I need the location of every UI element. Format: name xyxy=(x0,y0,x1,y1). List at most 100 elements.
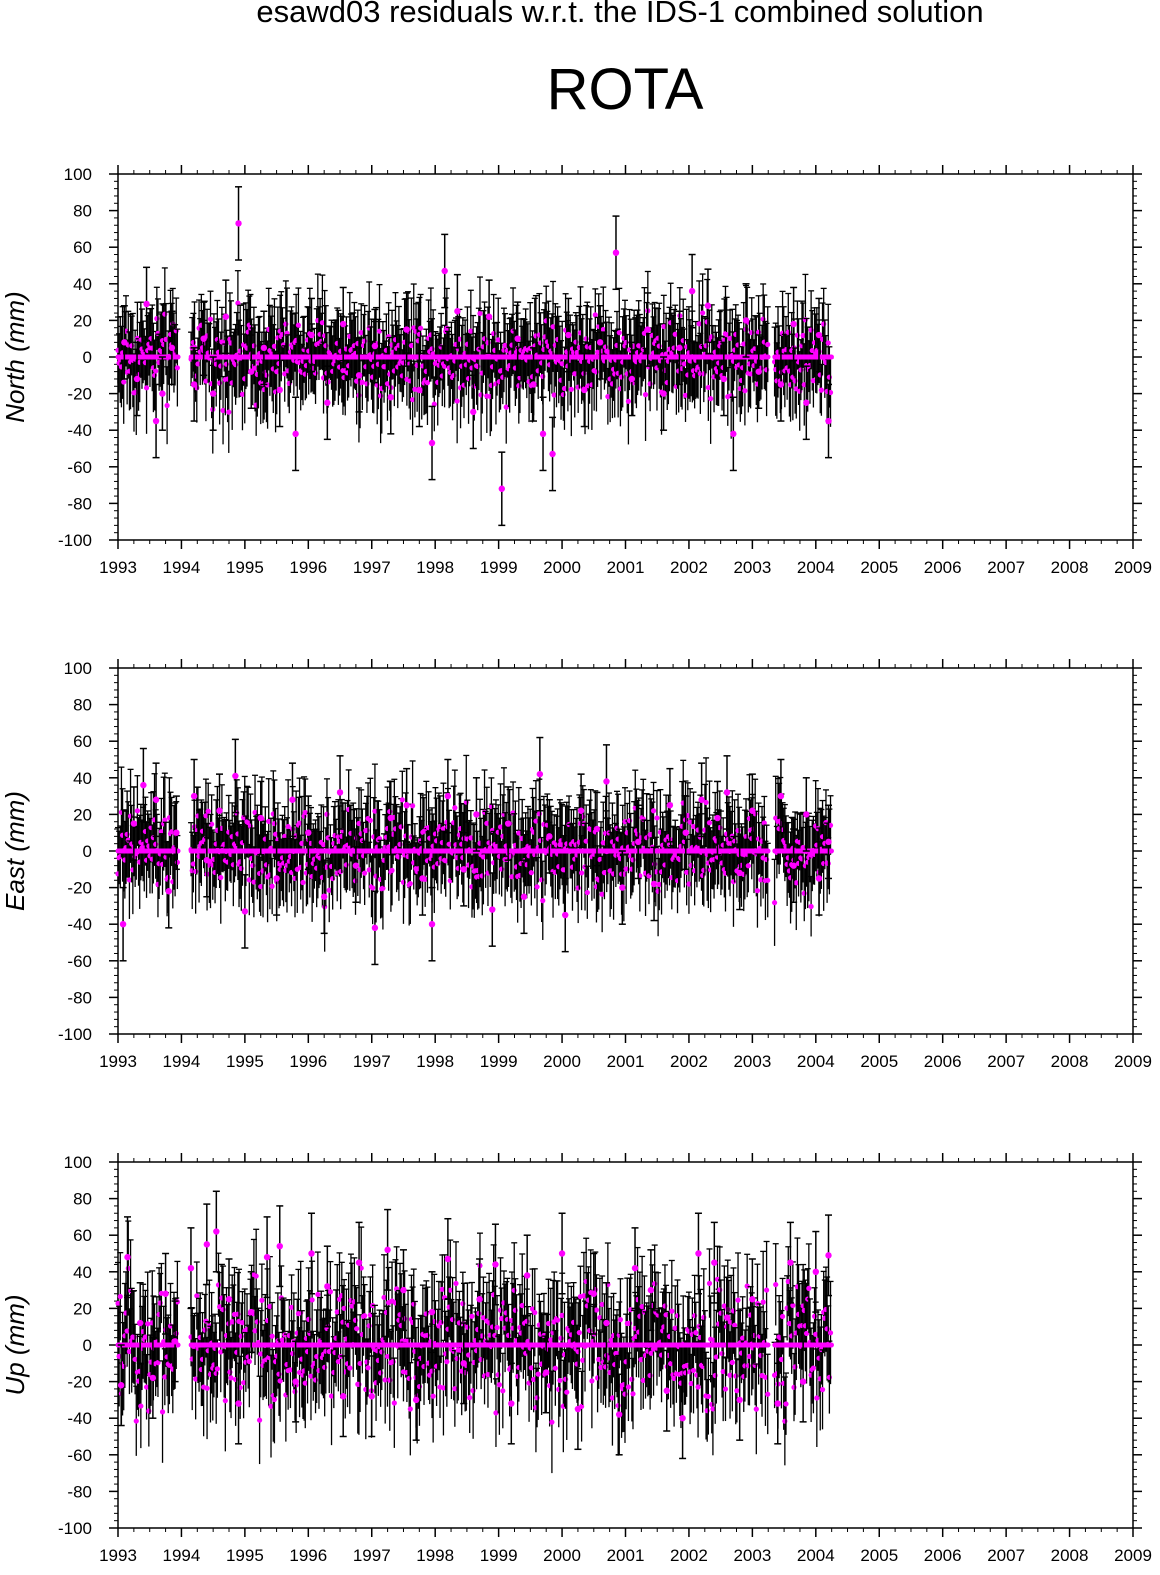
residual-point xyxy=(340,320,347,328)
residual-point xyxy=(574,349,580,356)
residual-point xyxy=(411,325,417,331)
y-tick-label: -60 xyxy=(67,458,92,477)
residual-point xyxy=(765,354,771,360)
residual-point xyxy=(376,328,383,334)
y-tick-label: 80 xyxy=(73,202,92,221)
residual-point xyxy=(163,336,169,342)
residual-point xyxy=(129,343,135,349)
residual-point xyxy=(763,367,770,373)
residual-point xyxy=(282,371,288,377)
x-tick-label: 2008 xyxy=(1051,558,1089,577)
residual-point xyxy=(323,343,329,349)
y-tick-label: 100 xyxy=(64,165,92,184)
residual-point xyxy=(798,367,804,373)
residual-point xyxy=(175,354,181,360)
residual-point xyxy=(644,326,651,333)
x-tick-label: 1997 xyxy=(353,558,391,577)
residual-point xyxy=(441,363,448,369)
residual-point xyxy=(319,320,325,326)
residual-point xyxy=(550,324,556,330)
y-tick-label: 20 xyxy=(73,311,92,330)
residual-point xyxy=(568,386,574,392)
residual-point xyxy=(226,409,232,415)
residual-point xyxy=(593,369,600,375)
residual-point xyxy=(292,430,299,438)
residual-point xyxy=(481,336,488,342)
residual-point xyxy=(203,378,209,384)
residual-point xyxy=(387,394,394,401)
residual-point xyxy=(794,332,801,338)
residual-point xyxy=(618,374,625,380)
residual-point xyxy=(792,378,798,384)
residual-point xyxy=(416,386,423,394)
residual-point xyxy=(174,365,180,371)
y-axis-label: North (mm) xyxy=(0,291,30,422)
residual-point xyxy=(596,339,604,346)
residual-point xyxy=(454,308,461,315)
residual-point xyxy=(283,321,289,327)
residual-point xyxy=(605,393,611,400)
x-tick-label: 2004 xyxy=(797,558,835,577)
residual-point xyxy=(575,384,581,390)
residual-point xyxy=(539,430,547,438)
residual-point xyxy=(540,373,546,380)
residual-point xyxy=(371,342,379,350)
y-tick-label: -20 xyxy=(67,385,92,404)
residual-point xyxy=(829,354,834,360)
residual-point xyxy=(233,362,239,368)
residual-point xyxy=(680,337,686,344)
residual-point xyxy=(488,382,494,388)
residual-point xyxy=(465,375,472,382)
residual-point xyxy=(295,322,302,328)
residual-point xyxy=(209,390,217,397)
residual-point xyxy=(133,375,141,383)
residual-point xyxy=(583,336,589,342)
residual-point xyxy=(671,345,677,351)
residual-point xyxy=(222,313,230,320)
y-tick-label: 40 xyxy=(73,275,92,294)
y-tick-label: -40 xyxy=(67,421,92,440)
residual-point xyxy=(364,381,370,387)
residual-point xyxy=(239,391,246,397)
residual-point xyxy=(660,390,667,397)
residual-point xyxy=(600,326,606,333)
residual-point xyxy=(516,383,522,389)
residual-point xyxy=(143,300,150,308)
residual-point xyxy=(708,396,714,402)
x-tick-label: 2000 xyxy=(543,558,581,577)
residual-point xyxy=(514,335,521,342)
residual-point xyxy=(308,331,315,339)
x-tick-label: 1996 xyxy=(289,558,327,577)
residual-point xyxy=(477,310,483,317)
residual-point xyxy=(217,380,223,386)
residual-point xyxy=(647,381,653,387)
residual-point xyxy=(271,343,278,349)
residual-point xyxy=(362,338,368,344)
residual-point xyxy=(164,402,170,409)
residual-point xyxy=(324,399,331,406)
x-tick-label: 2006 xyxy=(924,558,962,577)
residual-point xyxy=(276,386,283,394)
residual-point xyxy=(159,390,166,397)
station-title: ROTA xyxy=(546,57,704,122)
residual-point xyxy=(581,386,588,394)
x-tick-label: 1999 xyxy=(480,558,518,577)
x-tick-label: 2002 xyxy=(670,558,708,577)
residual-point xyxy=(274,369,280,375)
y-tick-label: 0 xyxy=(83,348,92,367)
x-tick-label: 1998 xyxy=(416,558,454,577)
residual-point xyxy=(190,339,196,346)
residual-point xyxy=(429,346,435,352)
residual-point xyxy=(475,363,481,370)
residual-point xyxy=(121,379,127,385)
residual-point xyxy=(821,321,827,327)
residual-point xyxy=(251,343,257,349)
residual-point xyxy=(592,312,598,318)
residual-point xyxy=(537,340,544,346)
residual-point xyxy=(612,249,620,256)
residual-point xyxy=(235,220,242,227)
residual-point xyxy=(400,360,407,366)
residual-point xyxy=(412,386,418,392)
residual-point xyxy=(755,329,762,335)
